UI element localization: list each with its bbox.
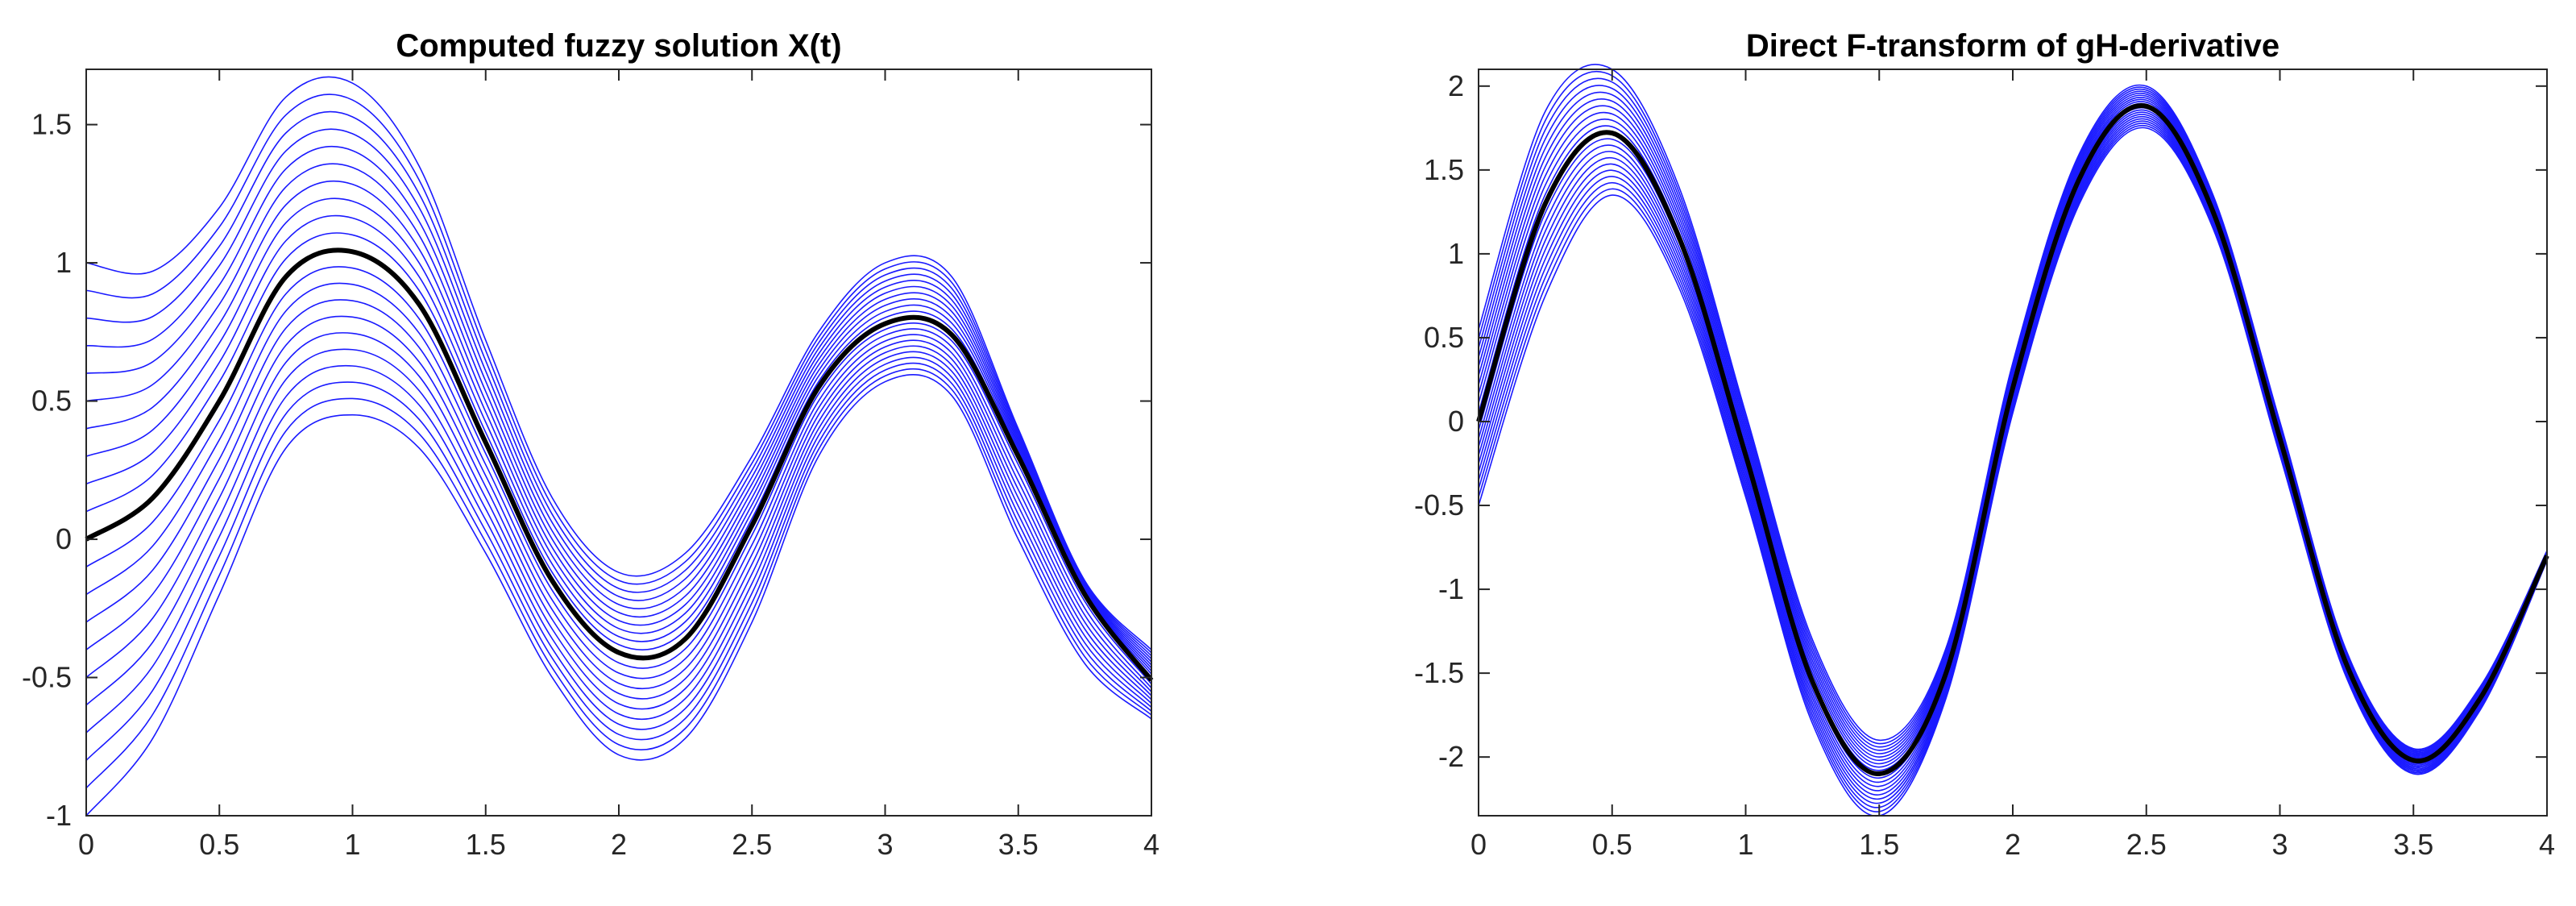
chart-panel-fuzzy-solution: Computed fuzzy solution X(t) 0 0.5 1 1.5 2 2.… — [22, 28, 1159, 861]
x-tick-label: 1.5 — [1859, 828, 1899, 861]
lower-alpha-curve — [1478, 124, 2548, 812]
x-tick-label: 4 — [2539, 828, 2555, 861]
x-tick-label: 0.5 — [199, 828, 239, 861]
lower-alpha-curve — [1478, 120, 2548, 804]
lower-alpha-curve — [85, 332, 1152, 710]
lower-alpha-curve — [85, 266, 1152, 685]
x-tick-label: 3 — [877, 828, 893, 861]
chart-title: Computed fuzzy solution X(t) — [396, 28, 841, 64]
y-tick-label: -1 — [46, 799, 72, 832]
x-tick-label: 2.5 — [2126, 828, 2167, 861]
upper-alpha-curve — [85, 214, 1152, 675]
upper-alpha-curve — [1478, 98, 2548, 765]
upper-alpha-curve — [85, 128, 1152, 660]
chart-title: Direct F-transform of gH-derivative — [1746, 28, 2279, 64]
lower-alpha-curve — [1478, 109, 2548, 783]
y-tick-label: 0 — [56, 522, 72, 555]
chart-panel-derivative: Direct F-transform of gH-derivative 0 0.5… — [1414, 28, 2555, 861]
x-tick-label: 3.5 — [998, 828, 1039, 861]
series-layer — [1476, 64, 2549, 817]
series-layer — [85, 76, 1154, 817]
x-tick-label: 2.5 — [732, 828, 772, 861]
x-tick-label: 1 — [344, 828, 360, 861]
lower-alpha-curve — [85, 299, 1152, 692]
lower-alpha-curve — [1478, 127, 2548, 817]
x-tick-label: 3.5 — [2393, 828, 2433, 861]
y-tick-label: 1.5 — [1424, 153, 1464, 186]
y-tick-label: 0.5 — [31, 384, 72, 418]
x-tick-label: 3 — [2271, 828, 2288, 861]
x-tick-label: 4 — [1143, 828, 1159, 861]
lower-alpha-curve — [1478, 114, 2548, 792]
lower-alpha-curve — [85, 315, 1152, 700]
y-tick-label: 0 — [1448, 405, 1464, 438]
lower-alpha-curve — [1478, 123, 2548, 808]
x-tick-label: 1 — [1737, 828, 1753, 861]
x-tick-label: 0 — [1471, 828, 1487, 861]
x-tick-label: 2 — [2005, 828, 2021, 861]
upper-alpha-curve — [1478, 94, 2548, 758]
x-tick-label: 1.5 — [466, 828, 506, 861]
upper-alpha-curve — [85, 94, 1152, 654]
axes-box — [1478, 69, 2548, 817]
y-tick-label: -0.5 — [1414, 488, 1464, 522]
lower-alpha-curve — [85, 374, 1152, 817]
center-curve — [85, 247, 1154, 682]
y-tick-label: 2 — [1448, 69, 1464, 102]
x-tick-label: 0.5 — [1592, 828, 1632, 861]
lower-alpha-curve — [85, 362, 1152, 761]
lower-alpha-curve — [85, 356, 1152, 734]
upper-alpha-curve — [85, 163, 1152, 666]
x-tick-label: 0 — [78, 828, 94, 861]
ticks-layer: 0 0.5 1 1.5 2 2.5 3 3.5 4 -1 -0.5 0 0.5 1 1.5 — [22, 69, 1159, 861]
upper-alpha-curve — [85, 145, 1152, 663]
y-tick-label: -0.5 — [22, 661, 72, 694]
y-tick-label: 1 — [56, 246, 72, 279]
y-tick-label: -1.5 — [1414, 656, 1464, 689]
y-tick-label: 0.5 — [1424, 321, 1464, 354]
upper-alpha-curve — [1478, 91, 2548, 755]
lower-alpha-curve — [1478, 115, 2548, 796]
y-tick-label: -1 — [1438, 572, 1464, 605]
lower-alpha-curve — [85, 368, 1152, 789]
upper-alpha-curve — [1478, 102, 2548, 771]
lower-alpha-curve — [1478, 106, 2548, 779]
lower-alpha-curve — [1478, 118, 2548, 800]
lower-alpha-curve — [85, 348, 1152, 720]
ticks-layer: 0 0.5 1 1.5 2 2.5 3 3.5 4 -2 -1.5 -1 -0.5 0 0.5 1 1.5 2 — [1414, 69, 2555, 861]
lower-alpha-curve — [85, 282, 1152, 689]
upper-alpha-curve — [85, 180, 1152, 669]
y-tick-label: 1.5 — [31, 108, 72, 141]
y-tick-label: 1 — [1448, 237, 1464, 270]
center-curve — [1476, 102, 2549, 776]
upper-alpha-curve — [85, 110, 1152, 657]
y-tick-label: -2 — [1438, 740, 1464, 773]
upper-alpha-curve — [85, 76, 1152, 650]
x-tick-label: 2 — [611, 828, 627, 861]
upper-alpha-curve — [85, 197, 1152, 672]
